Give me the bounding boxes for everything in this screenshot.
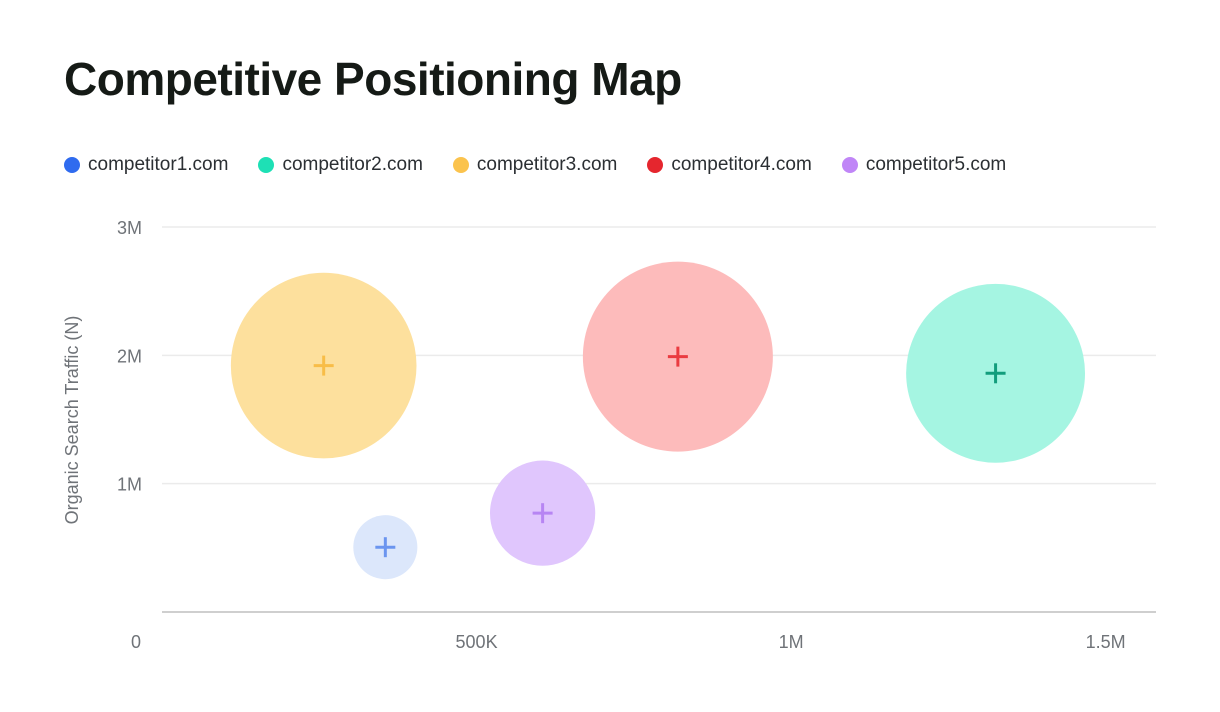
legend: competitor1.com competitor2.com competitor… [64,154,1006,176]
legend-label: competitor3.com [476,154,618,175]
x-tick-labels: 0 500K 1M 1.5M [131,632,1126,652]
legend-swatch [64,157,80,173]
bubble[interactable] [353,515,418,580]
legend-label: competitor1.com [88,154,229,175]
bubble[interactable] [906,283,1086,463]
bubble[interactable] [230,272,417,459]
x-tick-label: 1.5M [1086,632,1126,652]
legend-item[interactable]: competitor4.com [647,154,812,176]
y-axis-label: Organic Search Traffic (N) [62,316,82,525]
x-tick-label: 500K [456,632,498,652]
y-tick-labels: 1M 2M 3M [117,218,142,495]
y-tick-label: 3M [117,218,142,238]
legend-item[interactable]: competitor5.com [841,154,1007,176]
legend-swatch [258,157,275,173]
x-tick-label: 1M [779,632,804,652]
legend-label: competitor4.com [671,154,812,175]
legend-label: competitor5.com [865,154,1007,175]
x-tick-label: 0 [131,632,141,652]
legend-item[interactable]: competitor2.com [258,154,423,176]
legend-item[interactable]: competitor1.com [64,154,228,176]
bubble[interactable] [582,261,773,452]
legend-label: competitor2.com [282,154,423,175]
legend-item[interactable]: competitor3.com [452,154,618,176]
y-tick-label: 2M [117,346,142,366]
chart-title: Competitive Positioning Map [64,53,682,105]
legend-swatch [841,157,858,173]
bubble[interactable] [489,460,596,566]
bubbles [230,261,1086,580]
legend-swatch [452,157,469,173]
y-tick-label: 1M [117,475,142,495]
legend-swatch [647,157,664,173]
